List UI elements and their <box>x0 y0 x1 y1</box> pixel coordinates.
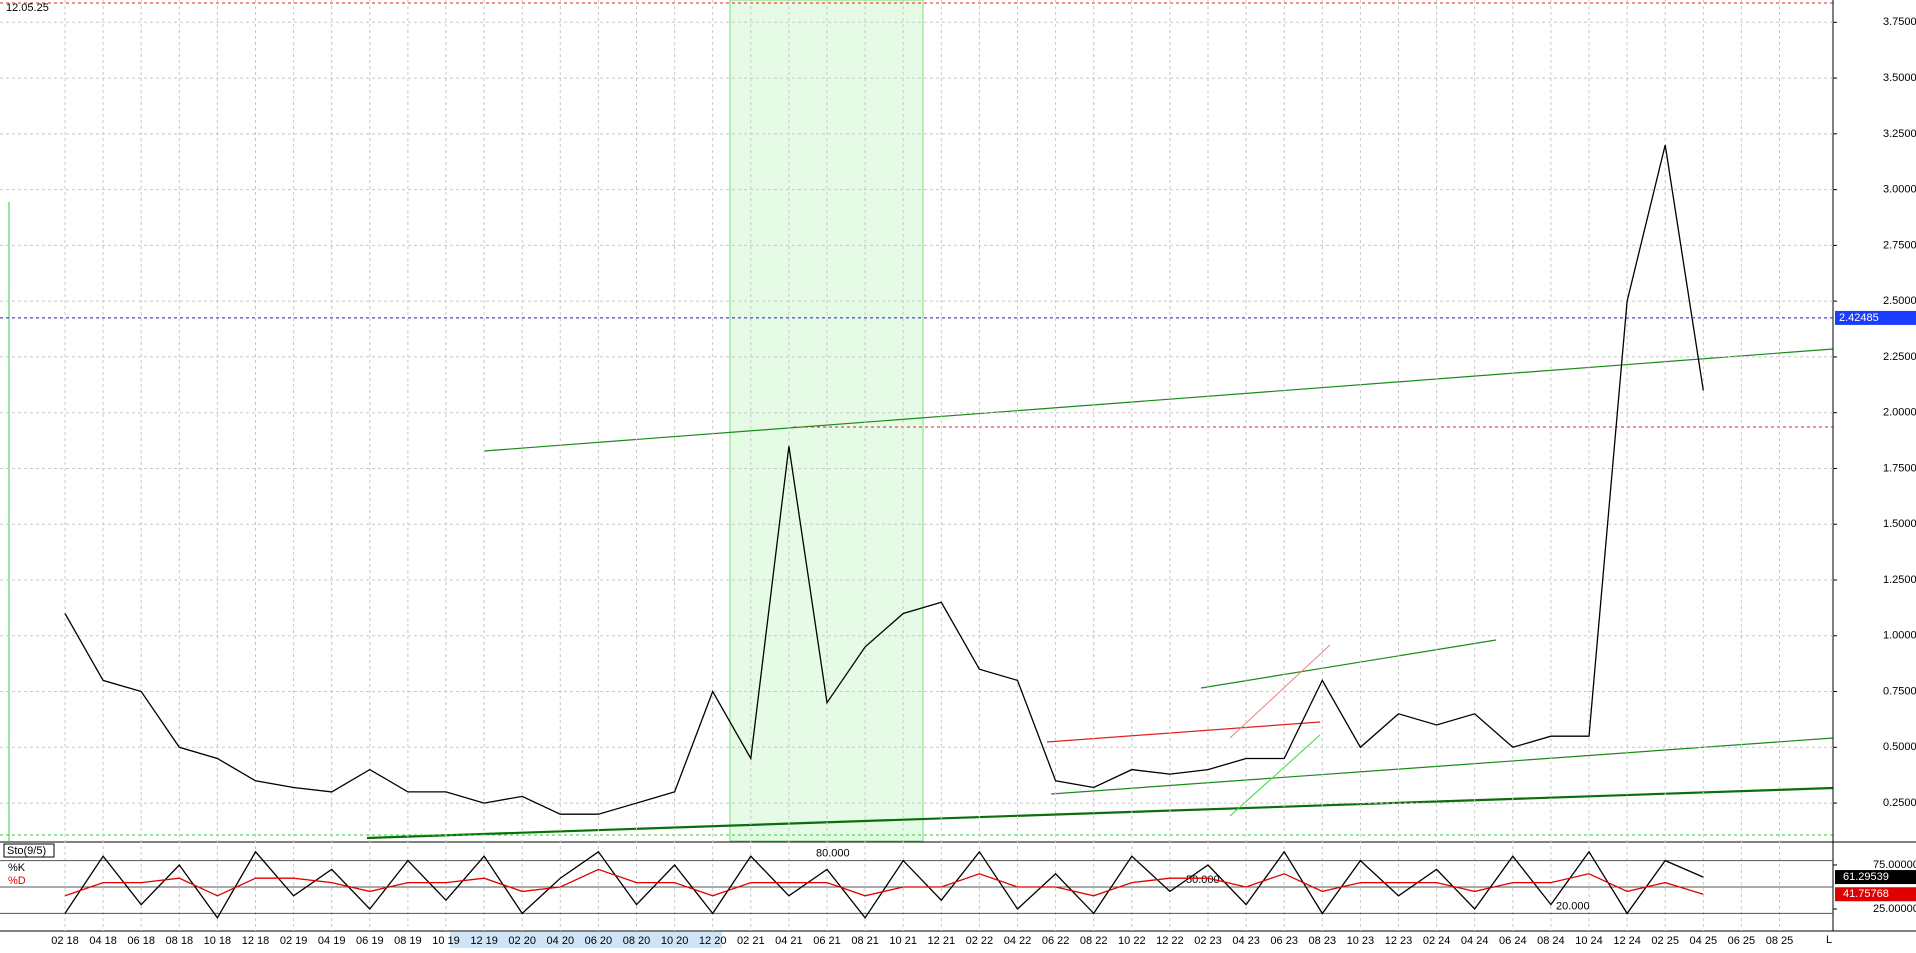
x-tick-label: 12 24 <box>1613 935 1641 947</box>
x-tick-label: 02 22 <box>966 935 994 947</box>
x-tick-label: 08 21 <box>851 935 879 947</box>
stochastic-line <box>64 850 1704 919</box>
legend-entry: %K <box>8 862 26 874</box>
x-tick-label: 08 22 <box>1080 935 1108 947</box>
last-price-label: 2.42485 <box>1839 312 1879 324</box>
level-label: 80.000 <box>816 848 850 860</box>
last-value-label: 41.75768 <box>1843 888 1889 900</box>
x-tick-label: 02 25 <box>1651 935 1679 947</box>
x-tick-label: 12 18 <box>242 935 270 947</box>
x-tick-label: 10 21 <box>889 935 917 947</box>
last-price-box <box>1835 310 1916 325</box>
x-tick-label: 12 21 <box>928 935 956 947</box>
x-tick-label: 08 24 <box>1537 935 1565 947</box>
trendline <box>1229 734 1321 817</box>
trendline <box>1050 737 1834 795</box>
x-tick-label: 08 18 <box>166 935 194 947</box>
x-tick-label: 04 22 <box>1004 935 1032 947</box>
y-tick-label: 3.00000 <box>1883 184 1916 196</box>
trendline <box>483 348 1834 452</box>
x-tick-label: 08 19 <box>394 935 422 947</box>
level-label: 50.000 <box>1186 874 1220 886</box>
x-tick-label: 08 20 <box>623 935 651 947</box>
x-tick-label: 12 19 <box>470 935 498 947</box>
x-tick-label: 10 23 <box>1347 935 1375 947</box>
trendline <box>366 786 1834 840</box>
trendline <box>1200 639 1497 689</box>
x-tick-label: 10 18 <box>204 935 232 947</box>
y-tick-label: 25.00000 <box>1873 903 1916 915</box>
y-tick-label: 2.75000 <box>1883 239 1916 251</box>
x-tick-label: 10 22 <box>1118 935 1146 947</box>
x-tick-label: 04 19 <box>318 935 346 947</box>
trendline <box>1046 721 1321 743</box>
x-tick-label: 06 25 <box>1728 935 1756 947</box>
legend-entry: %D <box>8 875 26 887</box>
x-tick-label: 08 25 <box>1766 935 1794 947</box>
x-tick-label: 06 21 <box>813 935 841 947</box>
x-tick-label: 02 20 <box>508 935 536 947</box>
x-tick-label: 06 19 <box>356 935 384 947</box>
axis-highlight <box>450 932 722 948</box>
x-tick-label: 06 22 <box>1042 935 1070 947</box>
x-tick-label: 02 23 <box>1194 935 1222 947</box>
x-tick-label: 02 18 <box>51 935 79 947</box>
y-tick-label: 2.00000 <box>1883 407 1916 419</box>
stochastic-line <box>64 868 1704 897</box>
x-tick-label: 06 24 <box>1499 935 1527 947</box>
x-tick-label: 10 24 <box>1575 935 1603 947</box>
corner-label: L <box>1826 934 1832 946</box>
y-tick-label: 0.75000 <box>1883 685 1916 697</box>
level-label: 20.000 <box>1556 900 1590 912</box>
x-tick-label: 06 23 <box>1270 935 1298 947</box>
y-tick-label: 75.00000 <box>1873 859 1916 871</box>
y-tick-label: 1.00000 <box>1883 630 1916 642</box>
indicator-title-box <box>3 843 55 858</box>
timestamp: 12.05.25 <box>6 2 49 14</box>
x-tick-label: 04 20 <box>547 935 575 947</box>
indicator-title: Sto(9/5) <box>7 845 46 857</box>
x-tick-label: 04 25 <box>1690 935 1718 947</box>
price-line <box>64 144 1704 815</box>
x-tick-label: 04 18 <box>89 935 117 947</box>
x-tick-label: 02 21 <box>737 935 765 947</box>
last-value-label: 61.29539 <box>1843 871 1889 883</box>
x-tick-label: 02 19 <box>280 935 308 947</box>
x-tick-label: 12 23 <box>1385 935 1413 947</box>
x-tick-label: 10 19 <box>432 935 460 947</box>
x-tick-label: 08 23 <box>1309 935 1337 947</box>
last-value-box <box>1835 870 1916 885</box>
x-tick-label: 04 24 <box>1461 935 1489 947</box>
x-tick-label: 04 23 <box>1232 935 1260 947</box>
x-tick-label: 12 20 <box>699 935 727 947</box>
x-tick-label: 06 20 <box>585 935 613 947</box>
last-value-box <box>1835 887 1916 902</box>
x-tick-label: 06 18 <box>127 935 155 947</box>
x-tick-label: 12 22 <box>1156 935 1184 947</box>
y-tick-label: 1.75000 <box>1883 462 1916 474</box>
x-tick-label: 10 20 <box>661 935 689 947</box>
y-tick-label: 3.75000 <box>1883 16 1916 28</box>
x-tick-label: 04 21 <box>775 935 803 947</box>
x-tick-label: 02 24 <box>1423 935 1451 947</box>
